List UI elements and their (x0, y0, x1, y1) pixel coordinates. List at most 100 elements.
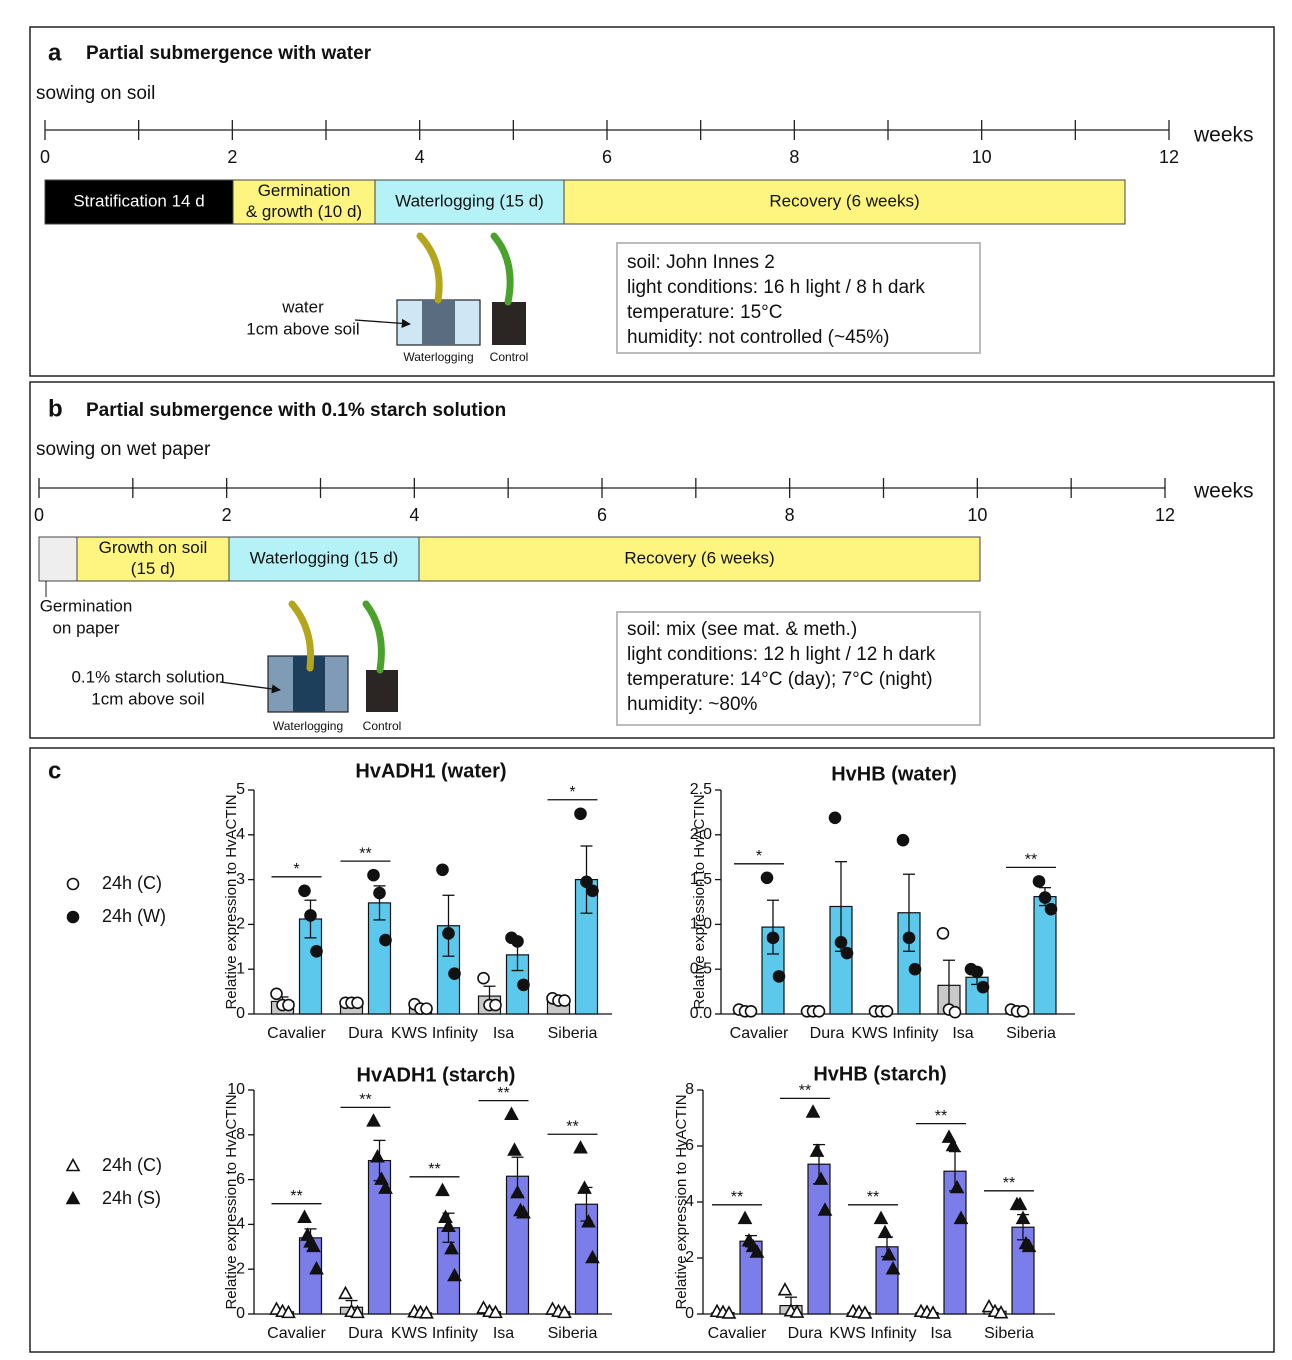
data-point (768, 932, 779, 943)
data-point (421, 1003, 432, 1014)
data-point (340, 1287, 352, 1298)
data-point (739, 1212, 751, 1223)
pot-label: Waterlogging (273, 719, 343, 733)
treatment-label: 1cm above soil (91, 689, 204, 708)
condition-line: humidity: not controlled (~45%) (627, 327, 889, 348)
data-point (449, 968, 460, 979)
data-point (1034, 876, 1045, 887)
y-tick-label: 0 (236, 1305, 245, 1322)
y-tick-label: 0.5 (690, 960, 712, 977)
x-tick-label: Isa (952, 1025, 973, 1042)
data-point (575, 1142, 587, 1153)
tick-label: 10 (972, 147, 992, 167)
x-tick-label: KWS Infinity (391, 1325, 478, 1342)
data-point (774, 971, 785, 982)
condition-line: temperature: 14°C (day); 7°C (night) (627, 669, 933, 690)
figure: c aPartial submergence with watersowing … (0, 0, 1292, 1360)
y-tick-label: 1.5 (690, 871, 712, 888)
legend-label: 24h (C) (102, 873, 162, 893)
x-tick-label: Cavalier (708, 1325, 767, 1342)
data-point (842, 948, 853, 959)
y-tick-label: 4 (685, 1193, 694, 1210)
y-tick-label: 2 (236, 916, 245, 933)
phase-label: (15 d) (131, 559, 175, 578)
significance-label: ** (497, 1085, 509, 1102)
significance-label: ** (566, 1118, 578, 1135)
y-tick-label: 8 (685, 1081, 694, 1098)
condition-line: light conditions: 16 h light / 8 h dark (627, 277, 925, 298)
phase-label: Recovery (6 weeks) (624, 548, 774, 567)
pot-label: Control (363, 719, 402, 733)
significance-label: * (756, 848, 762, 865)
data-point (972, 966, 983, 977)
x-tick-label: Siberia (548, 1025, 598, 1042)
y-tick-label: 0.0 (690, 1005, 712, 1022)
y-tick-label: 1 (236, 960, 245, 977)
tick-label: 4 (415, 147, 425, 167)
legend-marker (67, 1160, 79, 1171)
y-tick-label: 6 (236, 1171, 245, 1188)
x-tick-label: Isa (493, 1325, 514, 1342)
data-point (352, 997, 363, 1008)
data-point (904, 932, 915, 943)
y-tick-label: 6 (685, 1137, 694, 1154)
x-tick-label: KWS Infinity (391, 1025, 478, 1042)
x-tick-label: Dura (810, 1025, 845, 1042)
phase-label: Waterlogging (15 d) (395, 191, 544, 210)
legend-label: 24h (C) (102, 1155, 162, 1175)
condition-line: soil: mix (see mat. & meth.) (627, 619, 857, 640)
x-tick-label: Siberia (1006, 1025, 1056, 1042)
tick-label: 6 (602, 147, 612, 167)
tick-label: 2 (222, 505, 232, 525)
y-tick-label: 2 (685, 1249, 694, 1266)
y-tick-label: 8 (236, 1126, 245, 1143)
data-point (512, 936, 523, 947)
panel-label: b (48, 395, 63, 422)
data-point (437, 864, 448, 875)
y-tick-label: 0 (236, 1005, 245, 1022)
data-point (978, 982, 989, 993)
treatment-label: 1cm above soil (246, 319, 359, 338)
page: {"panels": [ {"label": "a", "title": "Pa… (0, 0, 1292, 1360)
tick-label: 0 (34, 505, 44, 525)
condition-line: temperature: 15°C (627, 302, 782, 323)
data-point (372, 1151, 384, 1162)
data-point (311, 946, 322, 957)
data-point (305, 910, 316, 921)
significance-label: ** (1003, 1175, 1015, 1192)
tick-label: 6 (597, 505, 607, 525)
x-tick-label: Siberia (548, 1325, 598, 1342)
condition-line: humidity: ~80% (627, 694, 758, 715)
tick-label: 12 (1155, 505, 1175, 525)
phase-label: Stratification 14 d (73, 191, 204, 210)
data-point (283, 1000, 294, 1011)
significance-label: ** (290, 1188, 302, 1205)
pot (422, 300, 455, 345)
phase-label: & growth (10 d) (246, 202, 362, 221)
phase-label: Growth on soil (99, 538, 208, 557)
significance-label: ** (935, 1108, 947, 1125)
data-point (814, 1006, 825, 1017)
tick-label: 4 (409, 505, 419, 525)
germination-label: on paper (52, 618, 119, 637)
x-tick-label: Cavalier (267, 1025, 326, 1042)
phase-label: Recovery (6 weeks) (769, 191, 919, 210)
tick-label: 8 (789, 147, 799, 167)
data-point (478, 973, 489, 984)
significance-label: ** (799, 1083, 811, 1100)
data-point (518, 979, 529, 990)
start-label: sowing on soil (36, 83, 155, 104)
data-point (882, 1006, 893, 1017)
y-tick-label: 2.5 (690, 781, 712, 798)
x-tick-label: Cavalier (267, 1325, 326, 1342)
data-point (506, 1108, 518, 1119)
shoot (366, 604, 381, 670)
data-point (879, 1226, 891, 1237)
data-point (875, 1212, 887, 1223)
control-pot (492, 302, 526, 345)
data-point (1040, 892, 1051, 903)
x-tick-label: KWS Infinity (851, 1025, 938, 1042)
panel-title: Partial submergence with 0.1% starch sol… (86, 400, 506, 421)
y-tick-label: 4 (236, 1216, 245, 1233)
condition-line: soil: John Innes 2 (627, 252, 775, 273)
